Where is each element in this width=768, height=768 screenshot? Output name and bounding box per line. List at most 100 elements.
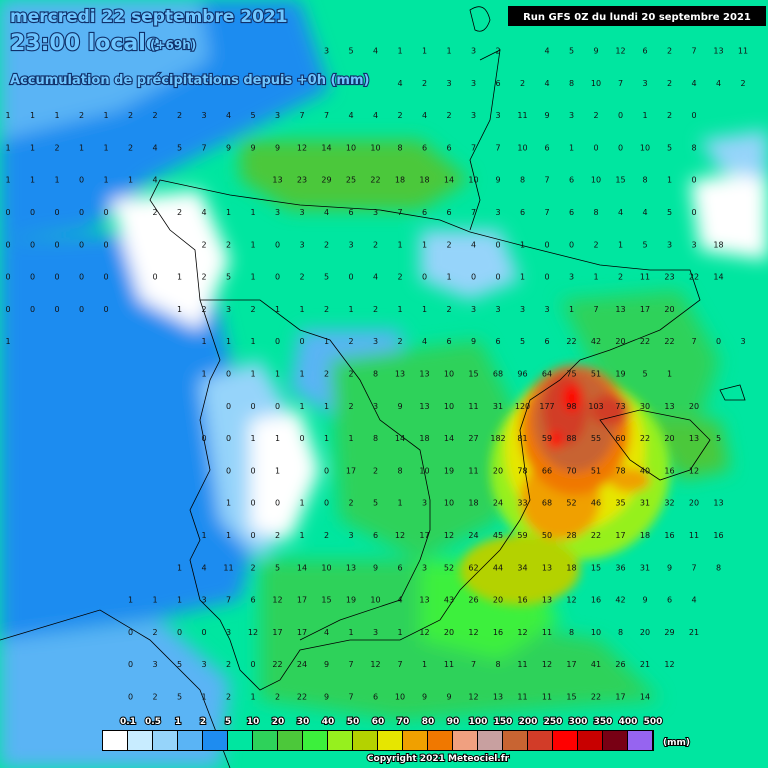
grid-value: 0 [250, 660, 255, 669]
grid-value: 0 [79, 208, 84, 217]
legend-swatch [178, 731, 202, 750]
grid-value: 7 [348, 660, 353, 669]
grid-value: 0 [226, 466, 231, 475]
grid-value: 0 [5, 273, 10, 282]
grid-value: 1 [422, 305, 427, 314]
grid-value: 3 [152, 660, 157, 669]
grid-value: 18 [419, 434, 429, 443]
grid-value: 0 [103, 305, 108, 314]
grid-value: 1 [250, 693, 255, 702]
grid-value: 6 [250, 596, 255, 605]
grid-value: 0 [691, 176, 696, 185]
grid-value: 13 [713, 47, 723, 56]
grid-value: 1 [299, 305, 304, 314]
grid-value: 1 [422, 660, 427, 669]
legend-swatch [278, 731, 302, 750]
legend: 0.1 0.5 1 2 5 10 20 30 40 50 60 70 80 90 100 150 200 250 3… [102, 716, 663, 751]
grid-value: 1 [667, 176, 672, 185]
grid-value: 9 [324, 660, 329, 669]
grid-value: 8 [495, 660, 500, 669]
grid-value: 0 [128, 660, 133, 669]
grid-value: 4 [544, 79, 549, 88]
grid-value: 7 [471, 660, 476, 669]
grid-value: 15 [566, 693, 576, 702]
grid-value: 28 [566, 531, 576, 540]
grid-value: 22 [664, 337, 674, 346]
legend-label: 20 [272, 717, 285, 727]
grid-value: 2 [128, 111, 133, 120]
grid-value: 1 [250, 370, 255, 379]
grid-value: 5 [348, 47, 353, 56]
grid-value: 3 [324, 47, 329, 56]
subtitle: Accumulation de précipitations depuis +0… [10, 73, 369, 88]
grid-value: 17 [272, 628, 282, 637]
grid-value: 103 [588, 402, 603, 411]
grid-value: 7 [397, 660, 402, 669]
grid-value: 18 [713, 240, 723, 249]
grid-value: 0 [544, 240, 549, 249]
grid-value: 0 [691, 208, 696, 217]
grid-value: 13 [395, 370, 405, 379]
grid-value: 2 [275, 693, 280, 702]
legend-swatch [153, 731, 177, 750]
grid-value: 2 [348, 402, 353, 411]
grid-value: 2 [593, 111, 598, 120]
grid-value: 0 [79, 176, 84, 185]
grid-value: 19 [444, 466, 454, 475]
legend-label: 200 [519, 717, 538, 727]
grid-value: 88 [566, 434, 576, 443]
grid-value: 6 [544, 143, 549, 152]
grid-value: 1 [348, 305, 353, 314]
grid-value: 7 [397, 208, 402, 217]
grid-value: 9 [471, 337, 476, 346]
grid-value: 59 [517, 531, 527, 540]
grid-value: 11 [468, 402, 478, 411]
grid-value: 26 [615, 660, 625, 669]
legend-label: 60 [372, 717, 385, 727]
grid-value: 1 [177, 563, 182, 572]
grid-value: 9 [397, 402, 402, 411]
grid-value: 81 [517, 434, 527, 443]
grid-value: 24 [493, 499, 503, 508]
grid-value: 0 [716, 337, 721, 346]
grid-value: 1 [667, 370, 672, 379]
legend-swatch [578, 731, 602, 750]
grid-value: 0 [495, 273, 500, 282]
legend-label: 40 [322, 717, 335, 727]
grid-value: 9 [226, 143, 231, 152]
grid-value: 1 [324, 402, 329, 411]
grid-value: 4 [373, 111, 378, 120]
legend-label: 1 [175, 717, 181, 727]
grid-value: 20 [444, 628, 454, 637]
grid-value: 3 [740, 337, 745, 346]
grid-value: 1 [177, 273, 182, 282]
grid-value: 1 [520, 240, 525, 249]
grid-value: 51 [591, 370, 601, 379]
grid-value: 9 [446, 693, 451, 702]
grid-value: 13 [713, 499, 723, 508]
grid-value: 43 [444, 596, 454, 605]
grid-value: 7 [201, 143, 206, 152]
grid-value: 5 [324, 273, 329, 282]
grid-value: 12 [370, 660, 380, 669]
grid-value: 0 [250, 402, 255, 411]
grid-value: 1 [275, 305, 280, 314]
grid-value: 0 [5, 305, 10, 314]
grid-value: 64 [542, 370, 552, 379]
grid-value: 1 [30, 111, 35, 120]
grid-value: 1 [177, 305, 182, 314]
grid-value: 0 [54, 273, 59, 282]
grid-value: 12 [517, 628, 527, 637]
grid-value: 1 [275, 434, 280, 443]
grid-value: 0 [30, 305, 35, 314]
grid-value: 1 [275, 370, 280, 379]
grid-value: 2 [79, 111, 84, 120]
grid-value: 9 [324, 693, 329, 702]
grid-value: 11 [542, 693, 552, 702]
legend-label: 70 [397, 717, 410, 727]
grid-value: 20 [640, 628, 650, 637]
grid-value: 16 [664, 531, 674, 540]
grid-value: 6 [642, 47, 647, 56]
grid-value: 5 [226, 273, 231, 282]
grid-value: 1 [250, 434, 255, 443]
